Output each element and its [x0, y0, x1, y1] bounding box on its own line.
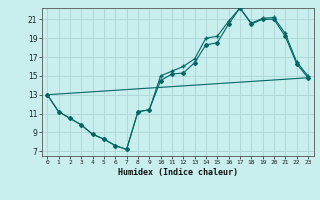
X-axis label: Humidex (Indice chaleur): Humidex (Indice chaleur)	[118, 168, 237, 177]
